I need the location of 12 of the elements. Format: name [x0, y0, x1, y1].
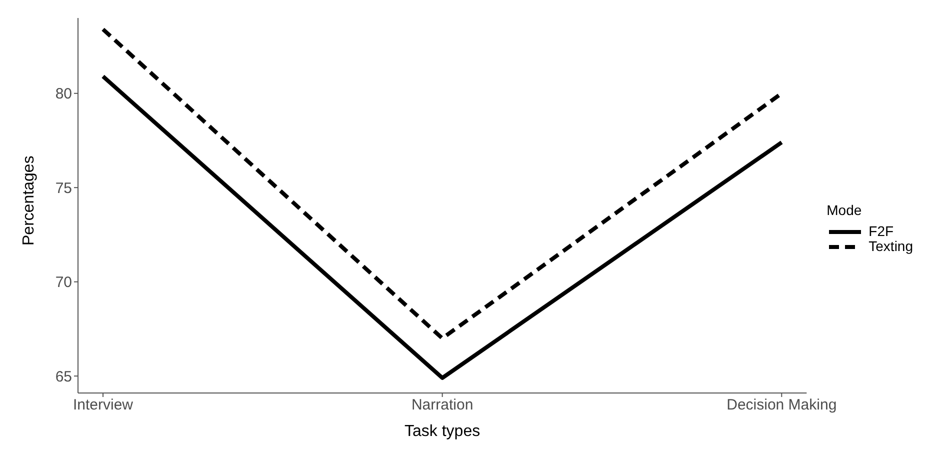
y-tick-label: 65: [55, 368, 72, 386]
x-axis-title: Task types: [404, 423, 480, 440]
x-tick-label: Narration: [411, 396, 474, 414]
y-tick-label: 80: [55, 86, 72, 103]
y-tick-label: 70: [55, 274, 72, 292]
x-tick-label: Decision Making: [726, 396, 837, 414]
legend-title: Mode: [826, 202, 863, 218]
y-axis-title: Percentages: [20, 156, 38, 246]
x-tick-label: Interview: [72, 396, 134, 414]
legend-label: F2F: [868, 223, 894, 239]
legend-label: Texting: [868, 238, 913, 254]
y-tick-label: 75: [55, 180, 72, 197]
